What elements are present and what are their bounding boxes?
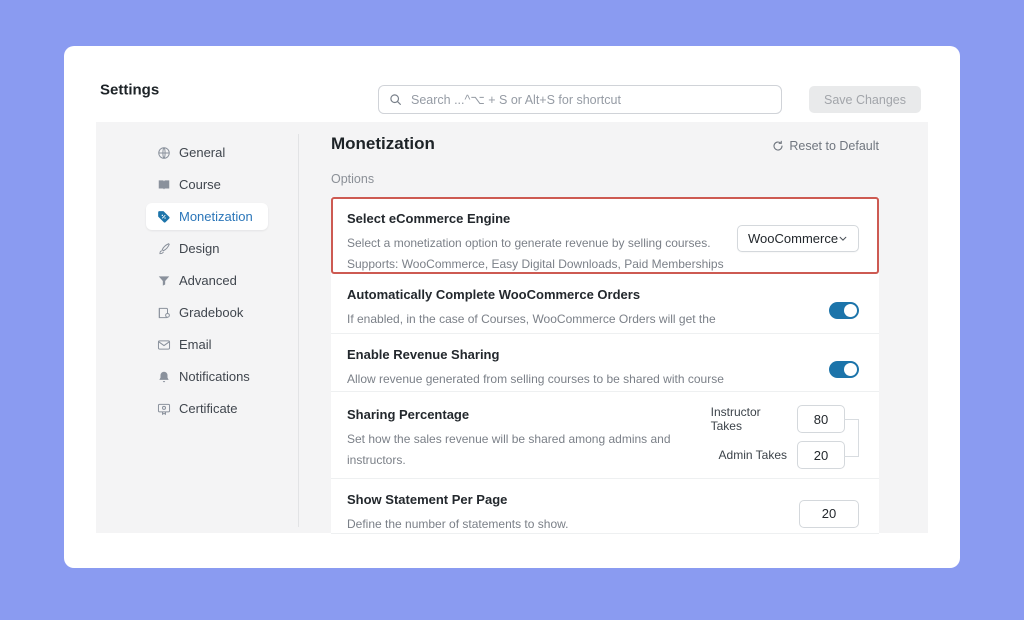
sidebar-item-label: Notifications: [179, 369, 250, 384]
revenue-sharing-toggle[interactable]: [829, 360, 859, 378]
row-auto-complete-orders: Automatically Complete WooCommerce Order…: [331, 274, 879, 347]
pair-connector: [844, 419, 859, 457]
sidebar-item-label: Email: [179, 337, 212, 352]
sidebar-item-email[interactable]: Email: [146, 331, 268, 358]
bell-icon: [157, 370, 171, 384]
sidebar-item-label: Monetization: [179, 209, 253, 224]
page-title: Settings: [100, 81, 160, 99]
sidebar: General Course Monetization Design: [96, 122, 298, 533]
sidebar-item-general[interactable]: General: [146, 139, 268, 166]
gradebook-icon: [157, 306, 171, 320]
sidebar-item-label: Design: [179, 241, 220, 256]
sidebar-item-label: Advanced: [179, 273, 237, 288]
sharing-percentage-fields: Instructor Takes Admin Takes: [711, 405, 859, 478]
row-select-ecommerce-engine: Select eCommerce Engine Select a monetiz…: [331, 197, 879, 292]
sidebar-item-gradebook[interactable]: Gradebook: [146, 299, 268, 326]
tag-percent-icon: [157, 210, 171, 224]
sidebar-item-label: Course: [179, 177, 221, 192]
row-sharing-percentage: Sharing Percentage Set how the sales rev…: [331, 391, 879, 478]
sidebar-item-label: General: [179, 145, 226, 160]
certificate-icon: [157, 402, 171, 416]
row-description: Define the number of statements to show.: [347, 517, 569, 531]
toggle-knob: [844, 362, 857, 376]
admin-takes-input[interactable]: [797, 441, 845, 469]
settings-panel: General Course Monetization Design: [96, 122, 928, 534]
sidebar-item-label: Gradebook: [179, 305, 244, 320]
content-area: Monetization Reset to Default Options Se…: [299, 122, 928, 534]
select-value: WooCommerce: [748, 231, 839, 246]
instructor-takes-input[interactable]: [797, 405, 845, 433]
row-title: Select eCommerce Engine: [347, 211, 511, 226]
search-icon: [390, 94, 401, 105]
auto-complete-orders-toggle[interactable]: [829, 301, 859, 319]
sidebar-item-advanced[interactable]: Advanced: [146, 267, 268, 294]
row-title: Sharing Percentage: [347, 406, 470, 422]
chevron-down-icon: [839, 236, 847, 241]
toggle-knob: [844, 303, 857, 317]
search-input[interactable]: [409, 91, 771, 108]
row-enable-revenue-sharing: Enable Revenue Sharing Allow revenue gen…: [331, 333, 879, 407]
row-show-statement-per-page: Show Statement Per Page Define the numbe…: [331, 478, 879, 534]
instructor-takes-label: Instructor Takes: [710, 405, 761, 433]
sidebar-divider: [298, 134, 299, 527]
search-box[interactable]: [378, 85, 782, 114]
mail-icon: [157, 338, 171, 352]
reset-label: Reset to Default: [789, 139, 879, 153]
book-icon: [157, 178, 171, 192]
reset-to-default-button[interactable]: Reset to Default: [772, 139, 879, 153]
brush-icon: [157, 242, 171, 256]
filter-icon: [157, 274, 171, 288]
admin-takes-label: Admin Takes: [718, 448, 787, 462]
row-title: Show Statement Per Page: [347, 492, 508, 507]
settings-window: Settings Save Changes General Course: [64, 46, 960, 568]
sidebar-item-monetization[interactable]: Monetization: [146, 203, 268, 230]
statement-per-page-input[interactable]: [799, 499, 859, 528]
app-header: Settings Save Changes: [64, 46, 960, 122]
row-title: Automatically Complete WooCommerce Order…: [347, 287, 641, 302]
row-title: Enable Revenue Sharing: [347, 347, 500, 362]
section-title: Monetization: [331, 134, 435, 153]
sidebar-item-notifications[interactable]: Notifications: [146, 363, 268, 390]
ecommerce-engine-select[interactable]: WooCommerce: [737, 225, 859, 252]
save-changes-button[interactable]: Save Changes: [808, 86, 921, 113]
settings-rows: Select eCommerce Engine Select a monetiz…: [331, 197, 879, 534]
reset-icon: [773, 140, 783, 151]
sidebar-item-design[interactable]: Design: [146, 235, 268, 262]
globe-icon: [157, 146, 171, 160]
sidebar-item-course[interactable]: Course: [146, 171, 268, 198]
sidebar-item-certificate[interactable]: Certificate: [146, 395, 268, 422]
sidebar-item-label: Certificate: [179, 401, 238, 416]
row-description: Set how the sales revenue will be shared…: [347, 431, 671, 467]
options-group-label: Options: [331, 172, 375, 186]
